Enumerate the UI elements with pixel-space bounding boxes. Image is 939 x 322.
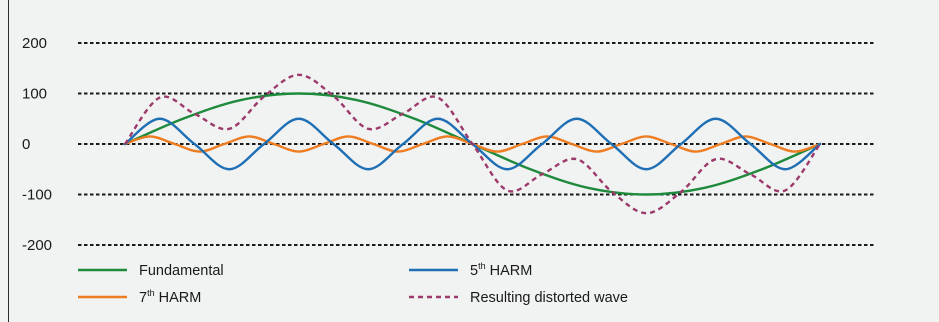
y-tick-label: -200: [22, 237, 52, 254]
y-tick-label: 100: [22, 86, 47, 103]
legend-label-fundamental: Fundamental: [139, 263, 224, 279]
legend-label-resulting-distorted-wave: Resulting distorted wave: [470, 290, 628, 306]
legend: Fundamental 5th HARM 7th HARM Resulting dis…: [78, 261, 628, 306]
series-line-resulting-distorted-wave: [124, 73, 821, 215]
series-layer: [123, 73, 822, 215]
y-tick-label: 0: [22, 136, 30, 153]
y-tick-label: 200: [22, 35, 47, 52]
y-tick-label: -100: [22, 187, 52, 204]
grid-layer: [78, 42, 876, 246]
y-axis-tick-labels: 200 100 0 -100 -200: [22, 35, 52, 254]
legend-label-7th-harm: 7th HARM: [139, 288, 201, 306]
legend-label-5th-harm: 5th HARM: [470, 261, 532, 279]
